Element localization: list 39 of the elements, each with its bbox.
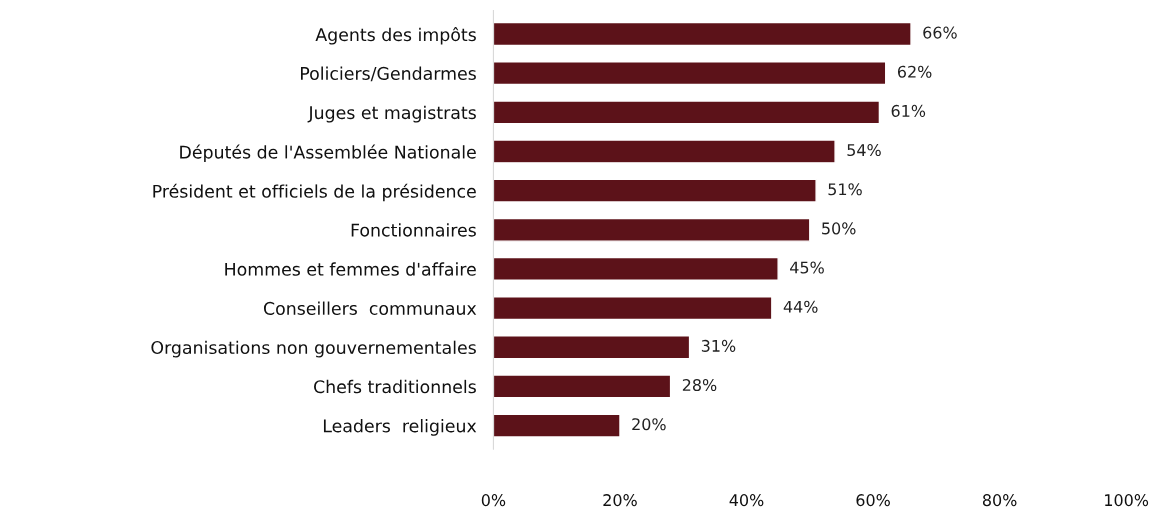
y-tick-label: Fonctionnaires: [351, 223, 476, 237]
x-tick-label: 60%: [856, 494, 890, 507]
y-tick-label: Juges et magistrats: [307, 105, 476, 123]
bar: [493, 217, 811, 242]
data-label: 54%: [847, 144, 881, 157]
data-label: 28%: [682, 378, 717, 392]
x-tick-label: 80%: [982, 494, 1017, 507]
y-tick-label: Agents des impôts: [315, 27, 476, 45]
bar: [493, 61, 887, 86]
data-label: 61%: [891, 104, 926, 117]
data-label: 20%: [632, 418, 666, 431]
y-tick-label: Hommes et femmes d'affaire: [225, 262, 476, 276]
x-tick-label: 40%: [729, 494, 764, 507]
y-tick-label: Conseillers communaux: [263, 301, 477, 315]
bar: [493, 335, 691, 360]
y-tick-label: Chefs traditionnels: [314, 379, 476, 394]
bar: [493, 139, 836, 164]
bar: [493, 256, 779, 282]
y-tick-label: Députés de l'Assemblée Nationale: [180, 144, 476, 163]
bar: [493, 100, 881, 125]
data-label: 62%: [897, 65, 932, 78]
data-label: 51%: [828, 183, 862, 196]
data-label: 50%: [822, 222, 856, 235]
y-tick-label: Leaders religieux: [323, 419, 477, 436]
data-label: 66%: [923, 26, 957, 39]
data-label: 31%: [701, 339, 736, 352]
bar: [493, 21, 912, 47]
bar: [493, 296, 773, 321]
data-label: 45%: [790, 261, 824, 274]
y-tick-label: Organisations non gouvernementales: [151, 340, 476, 358]
y-tick-label: Policiers/Gendarmes: [301, 66, 476, 82]
y-tick-label: Président et officiels de la présidence: [153, 183, 476, 202]
x-tick-label: 0%: [481, 494, 506, 507]
bar: [493, 413, 621, 438]
x-tick-label: 100%: [1105, 494, 1149, 507]
data-label: 44%: [783, 300, 818, 313]
bar: [493, 374, 672, 399]
bar: [493, 178, 817, 203]
x-tick-label: 20%: [603, 494, 637, 507]
